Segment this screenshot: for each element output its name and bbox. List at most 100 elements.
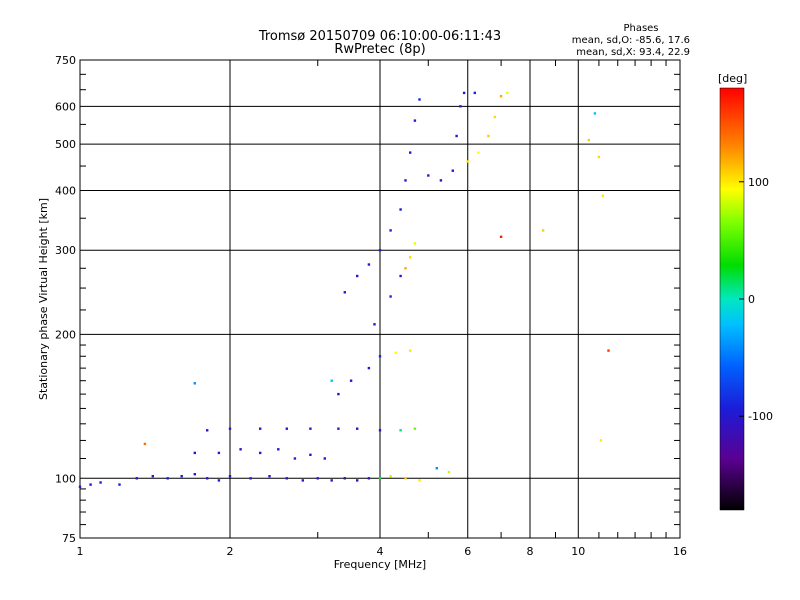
data-point — [135, 477, 138, 480]
x-tick-label: 2 — [227, 545, 234, 558]
data-point — [118, 483, 121, 486]
data-point — [356, 479, 359, 482]
data-point — [249, 477, 252, 480]
y-axis-label: Stationary phase Virtual Height [km] — [37, 198, 50, 400]
y-tick-label: 100 — [55, 472, 76, 485]
data-point — [217, 479, 221, 482]
data-point — [349, 379, 353, 382]
chart-subtitle: RwPretec (8p) — [334, 42, 425, 57]
y-tick-label: 400 — [55, 184, 76, 197]
data-point — [506, 91, 509, 95]
data-point — [389, 229, 392, 232]
data-point — [499, 95, 503, 98]
data-point — [323, 457, 326, 460]
data-point — [599, 439, 603, 442]
colorbar-tick-label: 100 — [748, 176, 769, 189]
data-point — [301, 479, 304, 482]
data-point — [193, 473, 196, 476]
data-point — [389, 475, 392, 478]
data-point — [389, 295, 392, 298]
data-point — [206, 429, 209, 432]
data-point — [217, 451, 221, 455]
x-axis-label: Frequency [MHz] — [334, 558, 426, 571]
axis-ticks: 1 2 4 6 8 10 16 75 100 200 300 400 500 600 750 — [55, 54, 687, 558]
data-point — [593, 112, 597, 115]
data-point — [455, 134, 458, 138]
data-point — [439, 179, 443, 182]
data-point — [285, 427, 288, 430]
data-point — [367, 263, 371, 266]
y-tick-label: 200 — [55, 328, 76, 341]
data-point — [413, 119, 417, 122]
data-point — [459, 105, 462, 108]
data-point — [399, 274, 402, 278]
y-tick-label: 600 — [55, 100, 76, 113]
data-point — [404, 179, 407, 182]
data-point — [143, 442, 147, 446]
data-point — [330, 379, 333, 382]
data-point — [277, 448, 280, 451]
y-tick-label: 500 — [55, 138, 76, 151]
data-point — [99, 481, 102, 484]
x-tick-label: 6 — [464, 545, 471, 558]
colorbar-ticks: 100 0 -100 — [739, 176, 773, 423]
data-point — [427, 174, 430, 177]
data-point — [399, 429, 402, 432]
x-tick-label: 8 — [527, 545, 534, 558]
x-tick-label: 10 — [571, 545, 585, 558]
y-tick-label: 75 — [62, 532, 76, 545]
data-point — [413, 242, 417, 245]
data-point — [451, 169, 454, 172]
data-point — [409, 151, 412, 154]
data-point — [409, 349, 412, 352]
data-point — [239, 448, 242, 451]
data-point — [399, 208, 402, 211]
data-point — [367, 477, 371, 480]
data-point — [394, 351, 397, 354]
data-point — [404, 267, 407, 270]
data-point — [466, 160, 469, 163]
data-point — [378, 429, 382, 432]
data-point — [378, 477, 382, 480]
data-point — [378, 355, 382, 358]
data-point — [477, 151, 480, 154]
data-point — [418, 98, 421, 101]
data-point — [268, 475, 271, 478]
data-point — [309, 453, 312, 456]
data-point — [487, 134, 490, 138]
data-point — [607, 349, 610, 352]
data-point — [493, 115, 496, 119]
data-point — [601, 194, 604, 197]
data-point — [373, 323, 376, 326]
data-point — [462, 91, 466, 95]
x-tick-label: 16 — [673, 545, 687, 558]
data-point — [151, 475, 154, 478]
data-point — [228, 475, 232, 478]
data-point — [404, 477, 407, 480]
data-point — [78, 485, 82, 488]
legend-line-o: mean, sd,O: -85.6, 17.6 — [572, 35, 690, 46]
data-point — [259, 427, 262, 430]
x-tick-label: 1 — [77, 545, 84, 558]
y-tick-label: 300 — [55, 244, 76, 257]
data-point — [180, 475, 183, 478]
data-point — [293, 457, 297, 460]
data-point — [193, 451, 196, 455]
data-point — [166, 477, 169, 480]
data-point — [541, 229, 545, 232]
legend-line-x: mean, sd,X: 93.4, 22.9 — [576, 47, 690, 58]
data-point — [337, 427, 340, 430]
x-tick-label: 4 — [377, 545, 384, 558]
data-point — [285, 477, 288, 480]
data-point — [337, 392, 340, 396]
data-point — [316, 477, 319, 480]
grid-lines — [80, 60, 680, 538]
data-point — [435, 467, 438, 470]
data-point — [418, 479, 421, 482]
legend-title: Phases — [623, 23, 658, 34]
data-point — [587, 138, 590, 142]
data-point — [330, 479, 333, 482]
data-point — [356, 427, 359, 430]
data-point — [343, 291, 346, 294]
data-point — [473, 91, 476, 95]
